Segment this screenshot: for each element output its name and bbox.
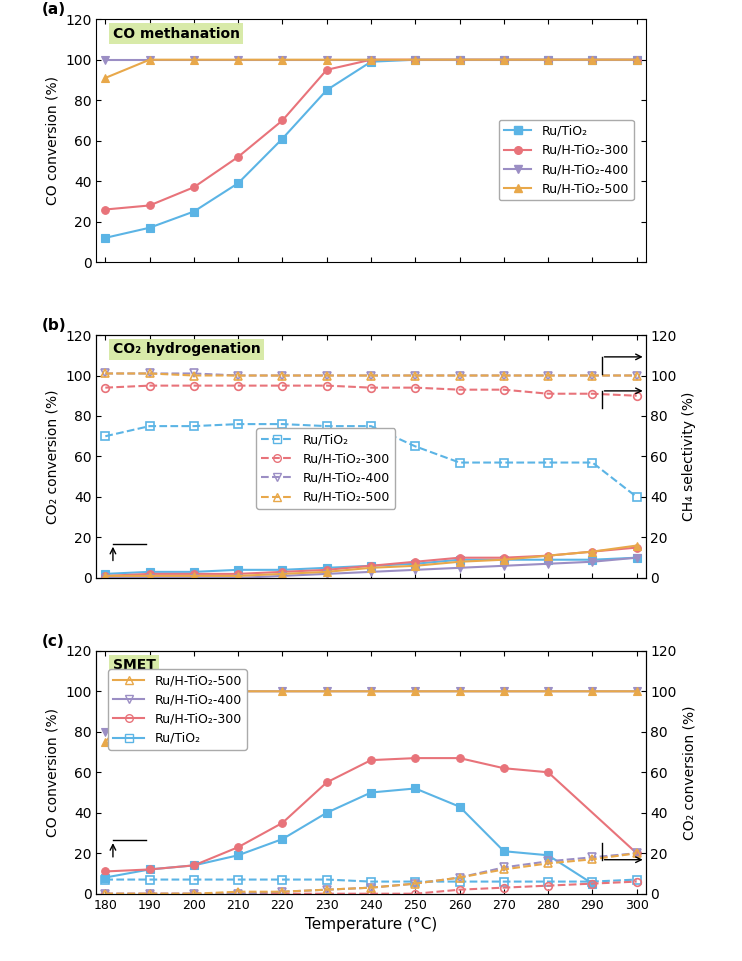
Text: (b): (b) xyxy=(42,318,66,333)
Text: (a): (a) xyxy=(42,2,66,17)
Text: CO₂ hydrogenation: CO₂ hydrogenation xyxy=(113,342,260,357)
X-axis label: Temperature (°C): Temperature (°C) xyxy=(305,917,437,932)
Text: SMET: SMET xyxy=(113,658,156,672)
Y-axis label: CO conversion (%): CO conversion (%) xyxy=(46,76,59,206)
Text: CO methanation: CO methanation xyxy=(113,27,240,40)
Legend: Ru/TiO₂, Ru/H-TiO₂-300, Ru/H-TiO₂-400, Ru/H-TiO₂-500: Ru/TiO₂, Ru/H-TiO₂-300, Ru/H-TiO₂-400, R… xyxy=(257,429,395,509)
Y-axis label: CH₄ selectivity (%): CH₄ selectivity (%) xyxy=(683,392,696,521)
Text: (c): (c) xyxy=(42,634,65,649)
Y-axis label: CO₂ conversion (%): CO₂ conversion (%) xyxy=(683,705,696,840)
Legend: Ru/H-TiO₂-500, Ru/H-TiO₂-400, Ru/H-TiO₂-300, Ru/TiO₂: Ru/H-TiO₂-500, Ru/H-TiO₂-400, Ru/H-TiO₂-… xyxy=(108,669,247,750)
Y-axis label: CO conversion (%): CO conversion (%) xyxy=(46,707,59,837)
Legend: Ru/TiO₂, Ru/H-TiO₂-300, Ru/H-TiO₂-400, Ru/H-TiO₂-500: Ru/TiO₂, Ru/H-TiO₂-300, Ru/H-TiO₂-400, R… xyxy=(499,120,634,201)
Y-axis label: CO₂ conversion (%): CO₂ conversion (%) xyxy=(46,389,59,524)
